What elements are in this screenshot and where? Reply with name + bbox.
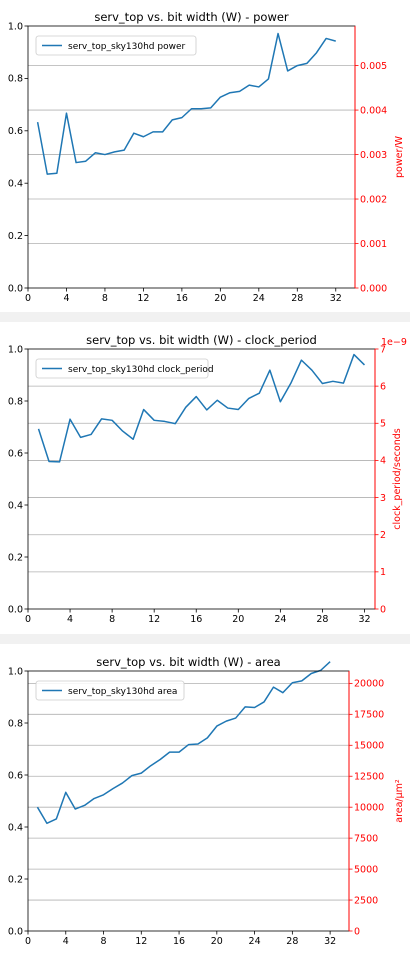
power-y2-tick-label: 0.003 (360, 150, 387, 161)
area-y2-tick-label: 2500 (354, 895, 378, 906)
power-x-tick-label: 0 (25, 293, 31, 304)
area-x-tick-label: 20 (211, 936, 223, 947)
power-y-tick-label: 0.8 (8, 74, 23, 85)
area-chart-title: serv_top vs. bit width (W) - area (96, 655, 280, 669)
power-x-tick-label: 32 (330, 293, 342, 304)
clock-period-x-tick-label: 8 (109, 614, 115, 625)
area-x-tick-label: 0 (25, 936, 31, 947)
power-series-line (36, 32, 336, 175)
clock-period-chart: 0 4 8 12 16 20 24 28 320.00.20.40.60.81.00123456… (8, 333, 407, 625)
power-legend-label: serv_top_sky130hd power (68, 42, 185, 52)
area-legend-label: serv_top_sky130hd area (68, 687, 177, 697)
power-y2-tick-label: 0.002 (360, 194, 387, 205)
clock-period-y-tick-label: 0.6 (8, 448, 23, 459)
area-y2-tick-label: 5000 (354, 864, 378, 875)
clock-period-y2-offset-text: 1e−9 (381, 337, 407, 348)
clock-period-legend-label: serv_top_sky130hd clock_period (68, 365, 214, 375)
power-y-tick-label: 0.0 (8, 283, 23, 294)
area-y-tick-label: 0.2 (8, 874, 23, 885)
clock-period-y-tick-label: 0.0 (8, 604, 23, 615)
clock-period-y2-tick-label: 2 (380, 530, 386, 541)
power-chart-panel: 0 4 8 12 16 20 24 28 32 0.0 0.2 0.4 0.6 0.8 1.0 0.000 0.… (0, 0, 410, 312)
power-y-tick-label: 0.2 (8, 231, 23, 242)
clock-period-y2-tick-label: 4 (380, 456, 386, 467)
power-legend-box (35, 35, 197, 56)
area-x-tick-label: 8 (101, 936, 107, 947)
area-x-tick-label: 16 (173, 936, 185, 947)
clock-period-chart-panel: 0 4 8 12 16 20 24 28 32 0.0 0.2 0.4 0.6 0.8 1.0 0 1 2 3 4 5 6… (0, 322, 410, 634)
power-y-tick-label: 0.4 (8, 179, 23, 190)
clock-period-x-tick-label: 24 (274, 614, 286, 625)
clock-period-y2-tick-label: 1 (380, 567, 386, 578)
area-y-tick-label: 0.6 (8, 770, 23, 781)
clock-period-x-tick-label: 16 (190, 614, 202, 625)
area-y2-tick-label: 12500 (354, 772, 384, 783)
area-chart: 0 4 8 12 16 20 24 28 32 0.0 0.2 0.4 0.6 0.8 1.0 0 2500 50… (8, 655, 405, 947)
power-chart: 0 4 8 12 16 20 24 28 32 0.0 0.2 0.4 0.6 0.8 1.0 0.000 0.… (8, 10, 405, 304)
clock-period-x-tick-label: 0 (25, 614, 31, 625)
clock-period-x-tick-label: 28 (316, 614, 328, 625)
area-y2-tick-label: 17500 (354, 710, 384, 721)
power-x-tick-label: 8 (102, 293, 108, 304)
clock-period-x-tick-label: 4 (67, 614, 73, 625)
clock-period-y2-tick-label: 5 (380, 419, 386, 430)
area-y-tick-label: 1.0 (8, 666, 23, 677)
clock-period-plot-frame (27, 348, 376, 610)
power-x-tick-label: 28 (291, 293, 303, 304)
area-y-tick-label: 0.8 (8, 718, 23, 729)
area-x-tick-label: 12 (135, 936, 147, 947)
clock-period-chart-title: serv_top vs. bit width (W) - clock_perio… (86, 333, 317, 347)
power-x-tick-label: 12 (137, 293, 149, 304)
clock-period-y2-tick-label: 6 (380, 381, 386, 392)
power-x-tick-label: 4 (63, 293, 69, 304)
clock-period-x-tick-label: 32 (358, 614, 370, 625)
area-x-tick-label: 32 (324, 936, 336, 947)
clock-period-y2-axis-label: clock_period/seconds (392, 428, 403, 529)
area-chart-panel: 0 4 8 12 16 20 24 28 32 0.0 0.2 0.4 0.6 0.8 1.0 0 2500 50… (0, 644, 410, 956)
clock-period-y-tick-label: 0.8 (8, 396, 23, 407)
area-legend-box (35, 680, 185, 701)
area-y-tick-label: 0.4 (8, 822, 23, 833)
area-y2-axis-label: area/μm² (394, 779, 405, 823)
clock-period-y2-tick-label: 3 (380, 493, 386, 504)
power-y2-tick-label: 0.005 (360, 61, 387, 72)
area-y2-tick-label: 7500 (354, 833, 378, 844)
area-y2-tick-label: 15000 (354, 741, 384, 752)
area-x-tick-label: 24 (249, 936, 261, 947)
power-y2-tick-label: 0.004 (360, 105, 387, 116)
power-x-tick-label: 20 (214, 293, 226, 304)
power-y2-tick-label: 0.001 (360, 239, 387, 250)
clock-period-y-tick-label: 0.2 (8, 552, 23, 563)
power-y-tick-label: 0.6 (8, 126, 23, 137)
clock-period-legend-box (35, 358, 209, 379)
area-plot-frame (27, 670, 350, 932)
area-series-line (36, 661, 331, 825)
clock-period-x-tick-label: 20 (232, 614, 244, 625)
area-x-tick-label: 28 (286, 936, 298, 947)
clock-period-y2-tick-label: 7 (380, 344, 386, 355)
clock-period-series-line (37, 353, 366, 463)
clock-period-y-tick-label: 0.4 (8, 500, 23, 511)
power-y2-axis-label: power/W (394, 135, 405, 178)
area-y2-tick-label: 20000 (354, 679, 384, 690)
area-x-tick-label: 4 (63, 936, 69, 947)
area-y2-tick-label: 10000 (354, 802, 384, 813)
power-x-tick-label: 24 (253, 293, 265, 304)
power-y2-tick-label: 0.000 (360, 283, 387, 294)
power-y-tick-label: 1.0 (8, 21, 23, 32)
clock-period-y-tick-label: 1.0 (8, 344, 23, 355)
clock-period-x-tick-label: 12 (148, 614, 160, 625)
clock-period-y2-tick-label: 0 (380, 604, 386, 615)
power-x-tick-label: 16 (176, 293, 188, 304)
area-y-tick-label: 0.0 (8, 926, 23, 937)
power-chart-title: serv_top vs. bit width (W) - power (94, 10, 289, 24)
area-y2-tick-label: 0 (354, 926, 360, 937)
